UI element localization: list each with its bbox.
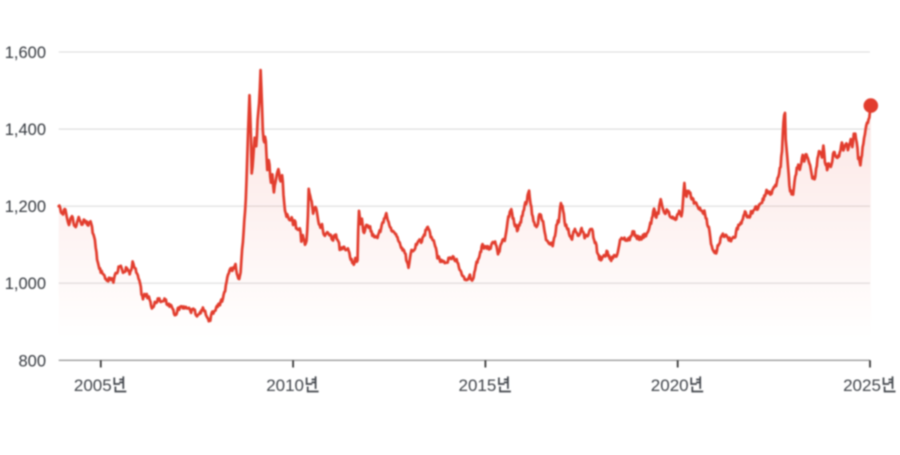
svg-text:2015: 2015 [459, 376, 497, 395]
svg-text:1,600: 1,600 [5, 44, 46, 62]
svg-text:2025: 2025 [843, 376, 881, 395]
svg-text:800: 800 [18, 352, 46, 370]
svg-text:2005: 2005 [74, 376, 112, 395]
svg-text:1,200: 1,200 [5, 198, 46, 216]
svg-text:1,000: 1,000 [5, 275, 46, 293]
svg-text:2020: 2020 [651, 376, 689, 395]
svg-text:2010: 2010 [266, 376, 304, 395]
svg-text:1,400: 1,400 [5, 121, 46, 139]
